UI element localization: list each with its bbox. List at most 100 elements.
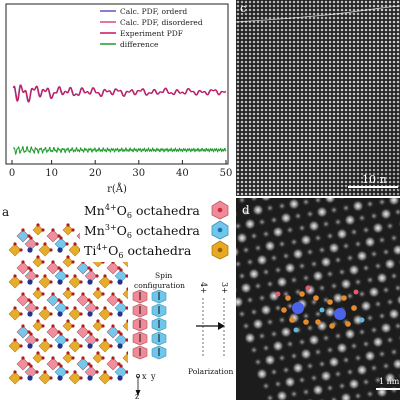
- mn-octahedron: [16, 293, 30, 307]
- octahedra-site-marker: [293, 327, 299, 333]
- atom-column: [356, 364, 368, 376]
- octahedra-site-marker: [275, 291, 281, 297]
- atom-column: [249, 307, 259, 317]
- atom-column: [333, 331, 343, 341]
- oxygen-atom: [73, 274, 77, 278]
- polarization-label: Polarization: [188, 367, 233, 376]
- atom-column: [236, 232, 248, 244]
- oxygen-atom: [21, 260, 25, 264]
- oxygen-atom: [101, 356, 105, 360]
- legend-background: [80, 198, 234, 262]
- tunnel-cation: [117, 343, 123, 349]
- atom-column: [357, 213, 367, 223]
- atom-column: [289, 275, 299, 285]
- atom-column: [269, 253, 279, 263]
- atom-column: [344, 214, 356, 226]
- oxygen-atom: [19, 344, 23, 348]
- ti-octahedron: [68, 339, 82, 353]
- atom-column: [397, 334, 400, 342]
- svg-text:z: z: [135, 392, 139, 400]
- mn-octahedron: [106, 261, 120, 275]
- oxygen-atom: [35, 338, 39, 342]
- x-axis-label: r(Å): [107, 183, 127, 195]
- atom-column: [253, 243, 263, 253]
- atom-column: [380, 208, 392, 220]
- ti-octahedron: [32, 224, 44, 236]
- ti-octahedron: [8, 243, 22, 257]
- polarization-diagram: 4+ 3+ Polarization: [188, 282, 233, 376]
- mn-octahedron: [16, 357, 30, 371]
- atom-column: [381, 247, 391, 257]
- arrow-head-icon: [218, 322, 225, 330]
- octahedra-site-marker: [285, 295, 291, 301]
- atom-column: [309, 373, 319, 383]
- atom-column: [289, 389, 299, 399]
- oxygen-atom: [35, 274, 39, 278]
- oxygen-atom: [125, 306, 129, 310]
- atom-column: [325, 269, 335, 279]
- oxygen-atom: [119, 364, 123, 368]
- atom-column: [313, 233, 323, 243]
- oxygen-atom: [89, 300, 93, 304]
- atom-column: [273, 303, 283, 313]
- atom-overlay-markers: [275, 285, 365, 333]
- atom-column: [272, 340, 284, 352]
- atom-column: [392, 244, 400, 256]
- atom-column: [284, 262, 296, 274]
- curve-experiment: [12, 84, 227, 103]
- octahedra-site-marker: [313, 295, 319, 301]
- cation-marker: [334, 308, 346, 320]
- atom-column: [241, 245, 251, 255]
- oxygen-atom: [101, 292, 105, 296]
- atom-column: [312, 270, 324, 282]
- atom-column: [237, 271, 247, 281]
- oxygen-atom: [101, 324, 105, 328]
- scale-bar: [348, 186, 398, 188]
- oxygen-atom: [111, 292, 115, 296]
- oxygen-atom: [49, 248, 53, 252]
- oxygen-atom: [21, 324, 25, 328]
- oxygen-atom: [119, 300, 123, 304]
- mn-octahedron: [106, 325, 120, 339]
- atom-column: [276, 390, 288, 400]
- atom-column: [252, 204, 264, 216]
- boundary-line: [236, 5, 400, 23]
- oxygen-atom: [27, 362, 31, 366]
- oxygen-atom: [57, 234, 61, 238]
- atom-column: [396, 294, 400, 306]
- oxygen-atom: [66, 319, 70, 323]
- octahedra-network: [8, 198, 234, 400]
- atom-column: [308, 334, 320, 346]
- legend-mn3-octahedra: Mn3+O6 octahedra: [84, 220, 229, 240]
- atom-column: [325, 383, 335, 393]
- oxygen-atom: [59, 236, 63, 240]
- octahedra-site-marker: [289, 317, 295, 323]
- axis-indicator: x y z: [135, 372, 156, 400]
- svg-text:configuration: configuration: [134, 281, 185, 290]
- atom-column: [357, 289, 367, 299]
- oxygen-atom: [59, 332, 63, 336]
- atom-column: [388, 308, 400, 320]
- mn-octahedron: [76, 293, 90, 307]
- oxygen-atom: [51, 228, 55, 232]
- ti-octahedron: [98, 307, 112, 321]
- oxygen-atom: [41, 356, 45, 360]
- atom-column: [272, 226, 284, 238]
- oxygen-atom: [96, 319, 100, 323]
- atom-column: [248, 268, 260, 280]
- spin-column: [132, 289, 167, 360]
- oxygen-atom: [41, 228, 45, 232]
- atom-column: [265, 203, 275, 213]
- atom-column: [244, 332, 256, 344]
- atom-column: [273, 265, 283, 275]
- scale-bar-label: 1 nm: [379, 377, 400, 386]
- oxygen-atom: [27, 266, 31, 270]
- atom-column: [328, 242, 340, 254]
- ti-octahedron: [62, 288, 74, 300]
- atom-column: [236, 221, 243, 231]
- tunnel-cation: [57, 311, 63, 317]
- oxygen-atom: [66, 255, 70, 259]
- atom-column: [348, 378, 360, 390]
- oxygen-atom: [103, 306, 107, 310]
